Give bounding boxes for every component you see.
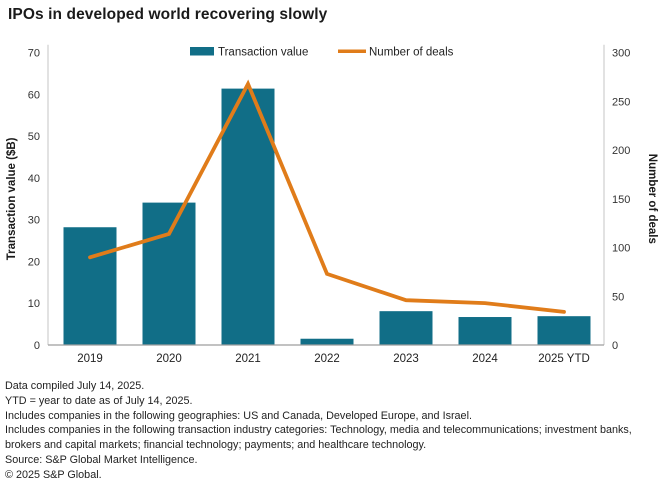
transaction-value-bar xyxy=(379,311,433,345)
right-axis-tick-label: 200 xyxy=(612,145,630,157)
combo-chart: 0 10 20 30 40 50 60 70 0 50 100 150 200 250 300 Transac… xyxy=(6,44,658,365)
footnote-line: Data compiled July 14, 2025. xyxy=(5,380,145,392)
x-axis-category-label: 2024 xyxy=(472,353,498,365)
left-axis-tick-label: 50 xyxy=(28,131,40,143)
footnotes: Data compiled July 14, 2025. YTD = year t… xyxy=(5,379,657,483)
chart-title: IPOs in developed world recovering slowl… xyxy=(8,6,328,23)
legend-label-transaction-value: Transaction value xyxy=(218,47,308,59)
left-axis-title: Transaction value ($B) xyxy=(6,137,18,260)
footnote-line: © 2025 S&P Global. xyxy=(5,468,102,481)
x-axis-category-label: 2021 xyxy=(235,353,261,365)
left-axis-tick-label: 40 xyxy=(28,173,40,185)
right-axis-tick-label: 300 xyxy=(612,48,630,60)
left-axis-tick-label: 60 xyxy=(28,89,40,101)
x-axis-category-label: 2025 YTD xyxy=(538,353,590,365)
x-axis-category-label: 2022 xyxy=(314,353,340,365)
number-of-deals-line xyxy=(88,79,566,314)
right-axis-tick-label: 100 xyxy=(612,243,630,255)
x-axis-category-label: 2020 xyxy=(156,353,182,365)
transaction-value-bar xyxy=(142,202,196,345)
footnote-line: Includes companies in the following geog… xyxy=(5,409,472,422)
transaction-value-bar xyxy=(537,316,591,345)
right-axis-tick-label: 50 xyxy=(612,291,624,303)
right-axis-tick-label: 250 xyxy=(612,96,630,108)
left-axis-tick-label: 0 xyxy=(34,340,40,352)
transaction-value-bar xyxy=(300,338,354,345)
right-axis-tick-label: 0 xyxy=(612,340,618,352)
left-axis-tick-label: 20 xyxy=(28,256,40,268)
footnote-line: YTD = year to date as of July 14, 2025. xyxy=(5,394,193,407)
right-axis-tick-label: 150 xyxy=(612,194,630,206)
transaction-value-bar xyxy=(221,88,275,345)
x-axis-category-label: 2023 xyxy=(393,353,419,365)
x-axis-category-label: 2019 xyxy=(77,353,103,365)
legend-label-number-of-deals: Number of deals xyxy=(369,47,454,59)
transaction-value-bar xyxy=(458,317,512,345)
right-axis-title: Number of deals xyxy=(646,154,658,244)
legend-bar-swatch xyxy=(190,47,214,56)
left-axis-tick-label: 10 xyxy=(28,298,40,310)
left-axis-tick-label: 70 xyxy=(28,48,40,60)
footnote-line: Source: S&P Global Market Intelligence. xyxy=(5,453,198,466)
footnote-line: Includes companies in the following tran… xyxy=(5,424,632,452)
left-axis-tick-label: 30 xyxy=(28,215,40,227)
transaction-value-bar xyxy=(63,227,117,345)
